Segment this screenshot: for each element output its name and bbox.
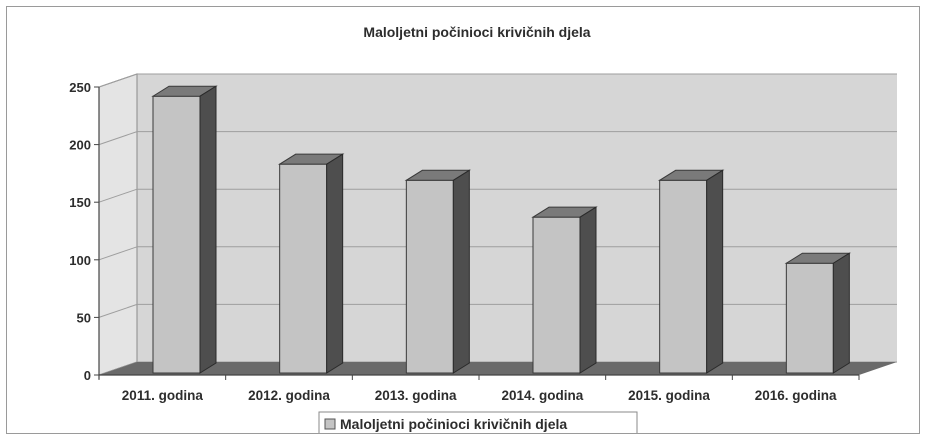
legend-swatch	[324, 418, 336, 430]
x-category-label-2: 2012. godina	[248, 388, 330, 403]
bar-front-2	[279, 163, 328, 374]
x-category-label-4: 2014. godina	[501, 388, 583, 403]
bar-front-1	[152, 95, 201, 374]
bar-2	[277, 153, 345, 374]
x-category-label-3: 2013. godina	[375, 388, 457, 403]
x-category-label-1: 2011. godina	[122, 388, 204, 403]
bar-side-2	[326, 153, 344, 374]
bar-1	[151, 85, 218, 374]
y-tick-labels: 0 50 100 150 200 250	[69, 80, 91, 383]
x-category-labels: 2011. godina 2012. godina 2013. godina 2014…	[122, 388, 837, 403]
chart-back-wall	[98, 73, 897, 376]
chart-floor	[99, 362, 897, 375]
bar-front-4	[532, 216, 581, 374]
bar-4	[531, 206, 598, 374]
bar-5	[657, 169, 725, 374]
bar-side-4	[579, 206, 597, 374]
chart-gridlines	[98, 73, 897, 376]
bar-front-3	[405, 179, 454, 374]
bar-front-6	[785, 262, 834, 374]
back-wall-panel	[137, 74, 897, 362]
x-category-label-5: 2015. godina	[628, 388, 710, 403]
x-category-label-6: 2016. godina	[755, 388, 837, 403]
gridline-side-50	[98, 303, 138, 318]
bar-side-1	[199, 85, 217, 374]
gridline-side-100	[98, 246, 138, 261]
side-wall-panel	[98, 73, 138, 376]
bar-3	[404, 169, 472, 374]
y-tick-label-200: 200	[69, 138, 91, 153]
y-tick-label-150: 150	[69, 195, 91, 210]
legend-box	[318, 411, 638, 433]
bar-6	[784, 252, 852, 374]
bar-side-3	[452, 169, 470, 374]
bar-front-5	[659, 179, 708, 374]
chart-legend: Maloljetni počinioci krivičnih djela	[318, 411, 638, 433]
chart-svg: Maloljetni počinioci krivičnih djela 0 50…	[69, 24, 897, 433]
floor-panel	[99, 362, 897, 375]
gridline-side-150	[98, 188, 138, 203]
chart-bars	[151, 85, 852, 374]
bar-side-5	[706, 169, 724, 374]
gridline-side-250	[98, 73, 138, 88]
y-tick-label-50: 50	[77, 310, 91, 325]
chart-axes	[94, 86, 860, 380]
y-tick-label-100: 100	[69, 253, 91, 268]
chart-title: Maloljetni počinioci krivičnih djela	[363, 24, 590, 40]
y-tick-label-0: 0	[84, 368, 91, 383]
legend-series-name: Maloljetni počinioci krivičnih djela	[340, 416, 567, 432]
gridline-side-200	[98, 131, 138, 146]
y-tick-label-250: 250	[69, 80, 91, 95]
chart-frame: Maloljetni počinioci krivičnih djela 0 50…	[6, 6, 920, 434]
bar-side-6	[832, 252, 850, 374]
